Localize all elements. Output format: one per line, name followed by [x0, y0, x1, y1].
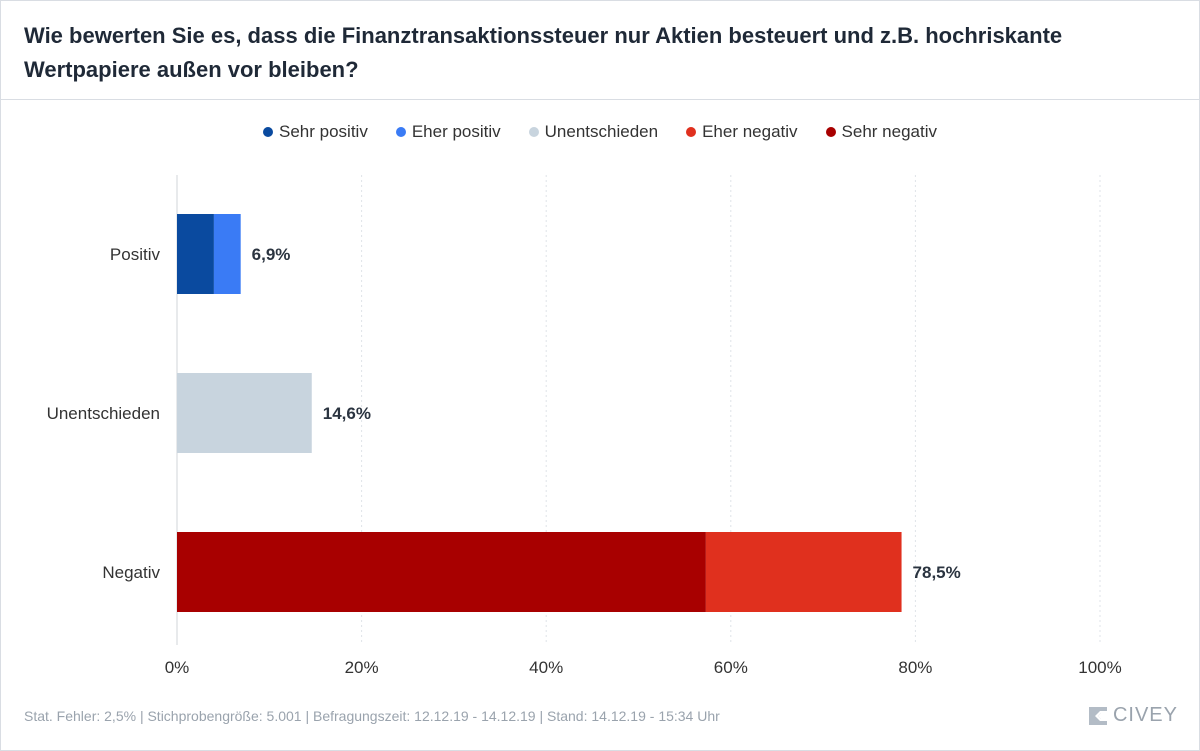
legend-label: Eher positiv [411, 122, 501, 141]
header: Wie bewerten Sie es, dass die Finanztran… [0, 0, 1200, 100]
legend-label: Eher negativ [702, 122, 798, 141]
category-label: Negativ [102, 563, 160, 582]
bar-value-label: 14,6% [323, 404, 371, 423]
legend-item-1[interactable]: Eher positiv [395, 122, 501, 142]
x-tick-label: 20% [345, 658, 379, 677]
legend-label: Unentschieden [544, 122, 659, 141]
legend: Sehr positiv Eher positiv Unentschieden Ehe… [0, 120, 1200, 144]
bar-segment-unentschieden [177, 373, 312, 453]
legend-dot-icon [528, 127, 539, 137]
legend-dot-icon [825, 127, 836, 137]
bar-segment-sehr-negativ [177, 532, 706, 612]
legend-label: Sehr positiv [279, 122, 368, 141]
x-tick-label: 40% [529, 658, 563, 677]
legend-item-2[interactable]: Unentschieden [528, 122, 659, 142]
bar-value-label: 6,9% [252, 245, 291, 264]
legend-dot-icon [395, 127, 406, 137]
brand-name: CIVEY [1112, 704, 1178, 726]
bar-segment-sehr-positiv [177, 214, 214, 294]
chart-title: Wie bewerten Sie es, dass die Finanztran… [24, 23, 1063, 82]
legend-label: Sehr negativ [841, 122, 937, 141]
bar-segment-eher-positiv [213, 214, 241, 294]
legend-item-4[interactable]: Sehr negativ [825, 122, 937, 142]
x-tick-label: 60% [714, 658, 748, 677]
category-label: Positiv [110, 245, 161, 264]
legend-item-0[interactable]: Sehr positiv [263, 122, 368, 142]
footer-meta: Stat. Fehler: 2,5% | Stichprobengröße: 5… [24, 708, 720, 724]
legend-dot-icon [686, 127, 697, 137]
bar-segment-eher-negativ [705, 532, 902, 612]
x-tick-label: 80% [898, 658, 932, 677]
civey-logo: CIVEY [1087, 704, 1178, 727]
x-tick-label: 100% [1078, 658, 1121, 677]
x-tick-label: 0% [165, 658, 190, 677]
civey-logo-icon [1088, 706, 1107, 725]
category-label: Unentschieden [47, 404, 160, 423]
bar-value-label: 78,5% [913, 563, 961, 582]
legend-dot-icon [263, 127, 273, 137]
bar-chart: 0% 20% 40% 60% 80% 100% Positiv 6,9% Unentschied… [47, 175, 1122, 677]
legend-item-3[interactable]: Eher negativ [686, 122, 798, 142]
